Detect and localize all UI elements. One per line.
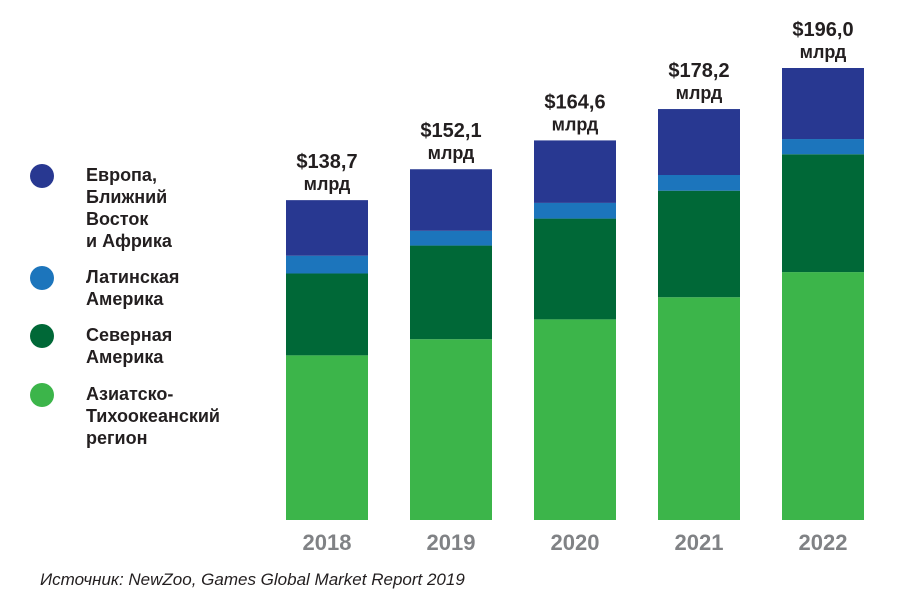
bar-segment-2019-s3 xyxy=(410,169,492,231)
legend-label-asia-pacific: Азиатско- Тихоокеанский регион xyxy=(86,384,220,448)
legend-swatch-emea xyxy=(30,164,54,188)
total-unit-2022: млрд xyxy=(800,42,847,62)
total-label-2020: $164,6 xyxy=(544,91,605,113)
bar-segment-2021-s0 xyxy=(658,297,740,520)
bar-segment-2021-s3 xyxy=(658,109,740,176)
total-label-2022: $196,0 xyxy=(792,19,853,41)
total-unit-2021: млрд xyxy=(676,83,723,103)
bar-segment-2021-s2 xyxy=(658,175,740,191)
bar-segment-2018-s1 xyxy=(286,273,368,356)
bar-segment-2018-s3 xyxy=(286,200,368,256)
bar-segment-2020-s2 xyxy=(534,202,616,219)
bar-segment-2018-s2 xyxy=(286,255,368,274)
bar-segment-2021-s1 xyxy=(658,190,740,298)
bar-segment-2019-s1 xyxy=(410,245,492,340)
bar-segment-2020-s0 xyxy=(534,319,616,520)
bar-segment-2022-s2 xyxy=(782,139,864,155)
legend-swatch-latin-america xyxy=(30,266,54,290)
bar-segment-2022-s1 xyxy=(782,154,864,273)
x-tick-label-2019: 2019 xyxy=(427,530,476,555)
x-tick-label-2020: 2020 xyxy=(551,530,600,555)
total-label-2021: $178,2 xyxy=(668,60,729,82)
bar-segment-2019-s2 xyxy=(410,230,492,246)
legend-item-asia-pacific: Азиатско- Тихоокеанский регион xyxy=(30,383,260,449)
legend-label-north-america: Северная Америка xyxy=(86,325,173,367)
x-tick-label-2018: 2018 xyxy=(303,530,352,555)
legend-label-latin-america: Латинская Америка xyxy=(86,267,180,309)
legend-swatch-asia-pacific xyxy=(30,383,54,407)
total-label-2019: $152,1 xyxy=(420,120,481,142)
bar-segment-2022-s0 xyxy=(782,272,864,520)
bar-segment-2018-s0 xyxy=(286,355,368,520)
total-unit-2019: млрд xyxy=(428,143,475,163)
legend-item-latin-america: Латинская Америка xyxy=(30,266,260,310)
x-tick-label-2021: 2021 xyxy=(675,530,724,555)
legend-swatch-north-america xyxy=(30,324,54,348)
total-label-2018: $138,7 xyxy=(296,151,357,173)
bar-segment-2020-s1 xyxy=(534,218,616,320)
source-note: Источник: NewZoo, Games Global Market Re… xyxy=(40,570,465,589)
legend-item-emea: Европа, Ближний Восток и Африка xyxy=(30,164,260,252)
total-unit-2018: млрд xyxy=(304,174,351,194)
total-unit-2020: млрд xyxy=(552,114,599,134)
legend-item-north-america: Северная Америка xyxy=(30,324,260,368)
legend-label-emea: Европа, Ближний Восток и Африка xyxy=(86,165,172,251)
x-tick-label-2022: 2022 xyxy=(799,530,848,555)
bar-segment-2022-s3 xyxy=(782,68,864,140)
bar-segment-2020-s3 xyxy=(534,140,616,203)
bar-segment-2019-s0 xyxy=(410,339,492,520)
